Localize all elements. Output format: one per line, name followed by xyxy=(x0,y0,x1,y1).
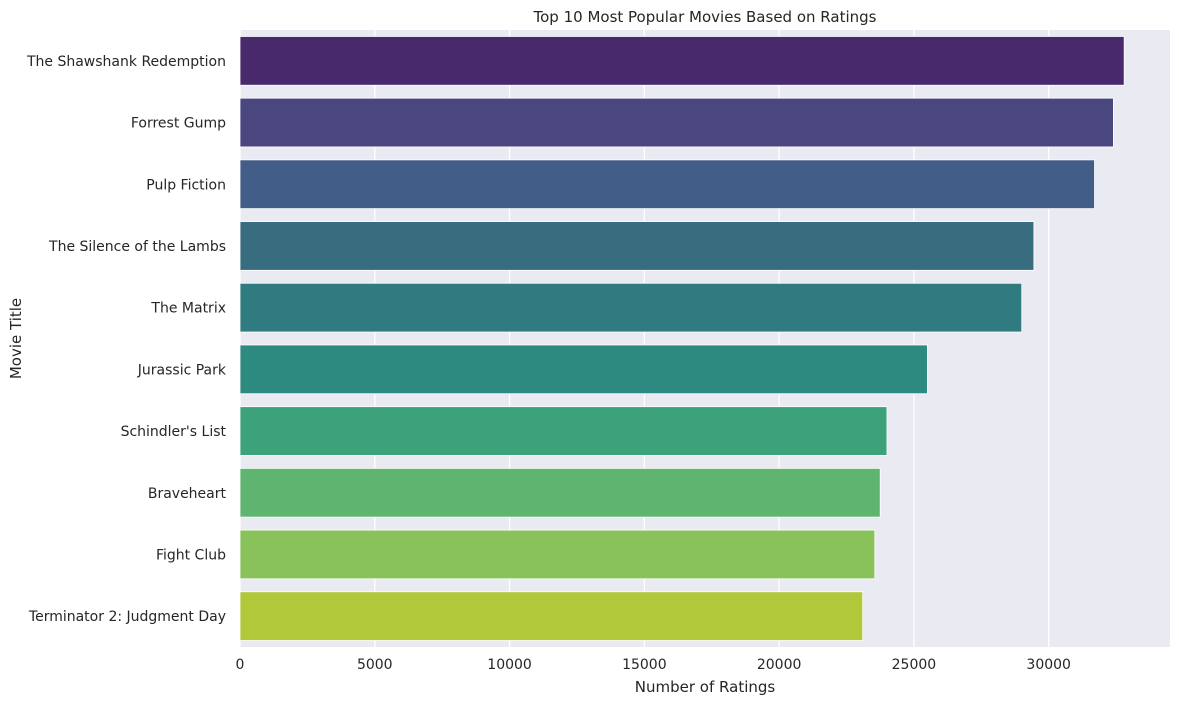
x-tick-label: 25000 xyxy=(892,657,937,673)
y-tick-label: Jurassic Park xyxy=(137,362,227,378)
bar xyxy=(239,97,1114,148)
bar xyxy=(239,467,881,518)
bar xyxy=(239,36,1125,86)
x-tick-labels: 0 5000 10000 15000 20000 25000 30000 xyxy=(236,657,1071,673)
y-tick-label: Forrest Gump xyxy=(131,116,226,132)
y-tick-labels: The Shawshank Redemption Forrest Gump Pulp… xyxy=(26,54,227,625)
y-tick-label: Braveheart xyxy=(148,486,227,502)
x-tick-label: 30000 xyxy=(1026,657,1071,673)
x-tick-label: 5000 xyxy=(357,657,393,673)
bar xyxy=(239,344,928,395)
x-axis-label: Number of Ratings xyxy=(635,678,776,696)
bar xyxy=(239,159,1095,210)
x-tick-label: 0 xyxy=(236,657,245,673)
bars xyxy=(239,36,1125,641)
y-tick-label: Pulp Fiction xyxy=(146,177,226,193)
x-tick-label: 15000 xyxy=(622,657,667,673)
bar xyxy=(239,406,888,456)
chart-title: Top 10 Most Popular Movies Based on Rati… xyxy=(533,8,877,26)
x-tick-label: 10000 xyxy=(487,657,532,673)
y-axis-label: Movie Title xyxy=(7,298,25,379)
bar xyxy=(239,282,1023,333)
bar xyxy=(239,591,864,641)
y-tick-label: Terminator 2: Judgment Day xyxy=(28,609,226,625)
bar xyxy=(239,221,1035,271)
y-tick-label: Schindler's List xyxy=(121,424,227,440)
bar xyxy=(239,529,876,580)
y-tick-label: The Silence of the Lambs xyxy=(48,239,226,255)
y-tick-label: Fight Club xyxy=(156,547,226,563)
y-tick-label: The Shawshank Redemption xyxy=(26,54,226,70)
x-tick-label: 20000 xyxy=(757,657,802,673)
y-tick-label: The Matrix xyxy=(150,301,226,317)
